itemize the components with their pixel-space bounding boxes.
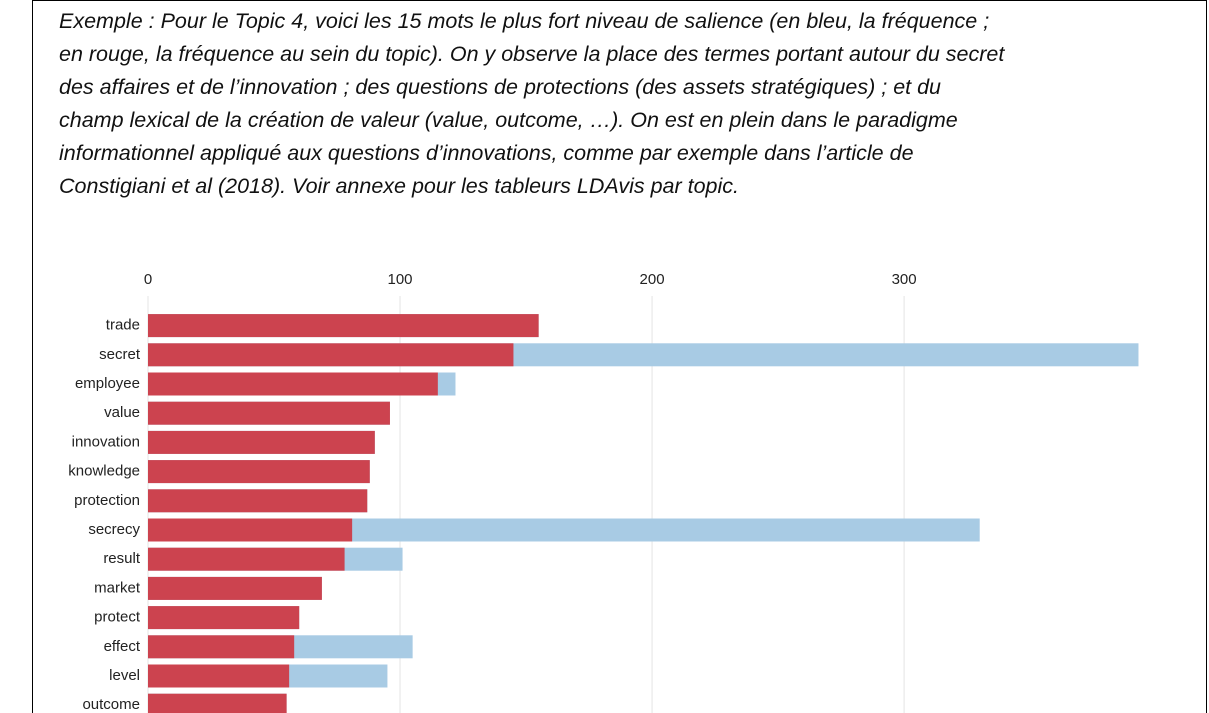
bar <box>148 314 539 338</box>
category-label: protect <box>94 609 141 626</box>
text-line: Exemple : Pour le Topic 4, voici les 15 … <box>59 9 990 33</box>
category-label: secret <box>99 346 141 363</box>
text-line: en rouge, la fréquence au sein du topic)… <box>59 42 1005 66</box>
category-label: knowledge <box>68 463 140 480</box>
bar <box>148 518 353 542</box>
category-label: innovation <box>72 433 140 450</box>
x-tick-label: 0 <box>144 271 152 288</box>
bar <box>148 430 375 454</box>
bar <box>148 401 390 425</box>
category-label: level <box>109 667 140 684</box>
bar <box>148 664 290 688</box>
bar <box>148 693 287 713</box>
x-tick-label: 200 <box>640 271 665 288</box>
bar <box>148 547 345 571</box>
bar <box>148 343 514 367</box>
category-label: effect <box>104 638 141 655</box>
text-line: champ lexical de la création de valeur (… <box>59 108 958 132</box>
x-tick-label: 300 <box>892 271 917 288</box>
bar <box>148 606 300 630</box>
text-line: Constigiani et al (2018). Voir annexe po… <box>59 174 740 198</box>
category-label: market <box>94 579 141 596</box>
text-line: informationnel appliqué aux questions d’… <box>59 141 914 165</box>
category-label: outcome <box>82 696 140 713</box>
category-label: trade <box>106 317 140 334</box>
category-label: employee <box>75 375 140 392</box>
bar <box>148 489 368 513</box>
x-tick-label: 100 <box>388 271 413 288</box>
category-label: value <box>104 404 140 421</box>
text-line: des affaires et de l’innovation ; des qu… <box>59 75 942 99</box>
paragraph: Exemple : Pour le Topic 4, voici les 15 … <box>59 5 1004 203</box>
bar <box>148 635 295 659</box>
category-label: result <box>103 550 141 567</box>
text-box: Exemple : Pour le Topic 4, voici les 15 … <box>32 0 1207 713</box>
bar <box>148 460 370 484</box>
category-label: protection <box>74 492 140 509</box>
bar <box>148 518 980 542</box>
category-label: secrecy <box>88 521 140 538</box>
bar <box>148 576 322 600</box>
bar <box>148 372 438 396</box>
